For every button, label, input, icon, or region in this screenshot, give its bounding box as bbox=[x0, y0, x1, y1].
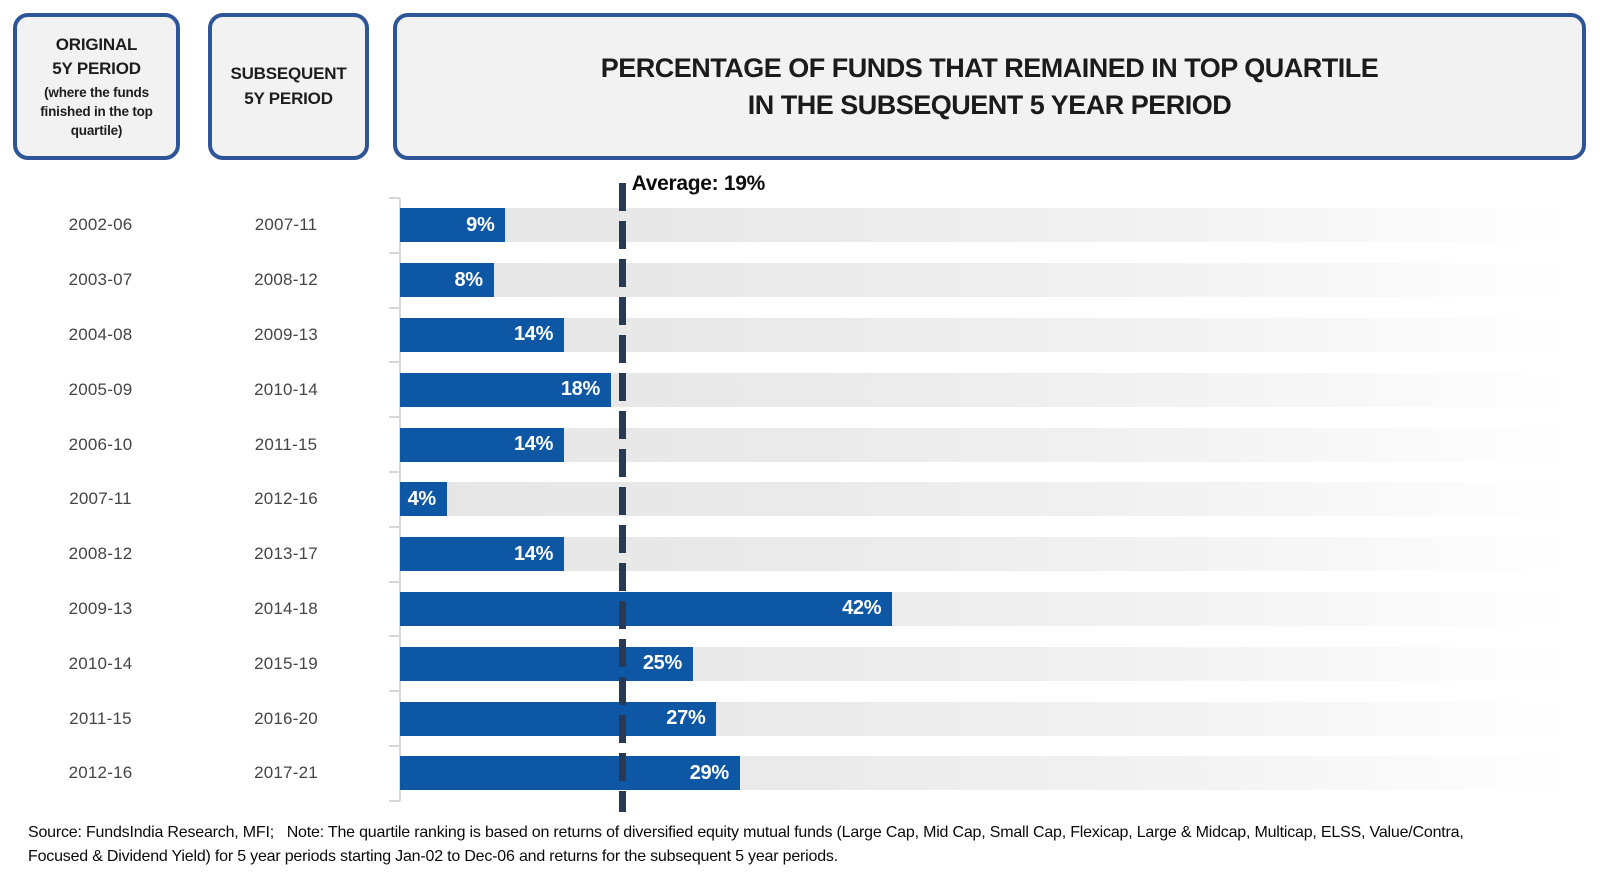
chart-row: 2005-09 2010-14 18% bbox=[0, 362, 1600, 417]
original-period-title-line2: 5Y PERIOD bbox=[52, 59, 141, 79]
bar-track: 29% bbox=[400, 756, 1572, 791]
original-period-label: 2003-07 bbox=[68, 270, 133, 290]
original-period-header-box: ORIGINAL 5Y PERIOD (where the funds fini… bbox=[13, 13, 180, 160]
axis-tick bbox=[389, 306, 400, 309]
axis-tick bbox=[389, 690, 400, 693]
original-period-label: 2010-14 bbox=[68, 653, 133, 673]
axis-tick bbox=[389, 635, 400, 638]
bar-value-label: 8% bbox=[454, 268, 483, 291]
bar: 29% bbox=[400, 756, 740, 791]
axis-tick bbox=[389, 525, 400, 528]
subsequent-period-title: SUBSEQUENT 5Y PERIOD bbox=[230, 62, 346, 111]
bar-value-label: 18% bbox=[560, 378, 600, 401]
bar: 14% bbox=[400, 427, 565, 462]
axis-tick bbox=[389, 361, 400, 364]
bar: 42% bbox=[400, 591, 893, 626]
axis-tick bbox=[389, 471, 400, 473]
chart-rows: 2002-06 2007-11 9% 2003-07 2008-12 8% 2004-08 2… bbox=[0, 198, 1600, 801]
bar-value-label: 9% bbox=[466, 213, 495, 236]
subsequent-period-label: 2015-19 bbox=[254, 653, 318, 673]
original-period-label: 2011-15 bbox=[69, 708, 132, 728]
source-note: Source: FundsIndia Research, MFI; Note: … bbox=[28, 821, 1528, 869]
bar-value-label: 25% bbox=[642, 652, 682, 675]
bar-track: 14% bbox=[400, 537, 1572, 572]
original-period-label: 2012-16 bbox=[68, 763, 133, 783]
original-period-label: 2004-08 bbox=[68, 324, 133, 344]
bar-value-label: 42% bbox=[842, 597, 882, 620]
bar: 25% bbox=[400, 646, 693, 681]
bar: 14% bbox=[400, 537, 565, 572]
bar-track: 4% bbox=[400, 482, 1572, 517]
subsequent-period-title-line2: 5Y PERIOD bbox=[244, 88, 333, 108]
chart-row: 2002-06 2007-11 9% bbox=[0, 198, 1600, 253]
chart-row: 2009-13 2014-18 42% bbox=[0, 582, 1600, 637]
axis-tick bbox=[389, 197, 400, 199]
average-label: Average: 19% bbox=[631, 172, 766, 195]
chart-row: 2011-15 2016-20 27% bbox=[0, 691, 1600, 746]
axis-tick bbox=[389, 416, 400, 419]
axis-tick bbox=[389, 745, 400, 747]
source-note-line1: Source: FundsIndia Research, MFI; Note: … bbox=[28, 824, 1464, 841]
bar-track: 18% bbox=[400, 372, 1572, 407]
chart-row: 2003-07 2008-12 8% bbox=[0, 253, 1600, 308]
original-period-label: 2007-11 bbox=[69, 489, 132, 509]
bar-value-label: 14% bbox=[513, 433, 554, 456]
subsequent-period-label: 2010-14 bbox=[254, 379, 318, 399]
axis-tick bbox=[389, 580, 400, 583]
bar-track: 27% bbox=[400, 701, 1572, 736]
original-period-title: ORIGINAL 5Y PERIOD bbox=[52, 33, 141, 82]
bar-value-label: 14% bbox=[513, 542, 554, 565]
bar-value-label: 29% bbox=[689, 761, 729, 784]
axis-tick bbox=[389, 799, 400, 802]
subsequent-period-label: 2011-15 bbox=[254, 434, 318, 454]
subsequent-period-label: 2007-11 bbox=[254, 215, 318, 235]
subsequent-period-label: 2016-20 bbox=[254, 708, 318, 728]
subsequent-period-label: 2012-16 bbox=[254, 489, 318, 509]
original-period-title-line1: ORIGINAL bbox=[55, 34, 138, 54]
bar-track: 14% bbox=[400, 427, 1572, 462]
original-period-label: 2008-12 bbox=[68, 544, 133, 564]
chart-row: 2012-16 2017-21 29% bbox=[0, 746, 1600, 801]
original-period-label: 2006-10 bbox=[68, 434, 133, 454]
bar-track: 25% bbox=[400, 646, 1572, 681]
chart-row: 2006-10 2011-15 14% bbox=[0, 417, 1600, 472]
bar-value-label: 27% bbox=[666, 707, 706, 730]
subsequent-period-label: 2008-12 bbox=[254, 270, 318, 290]
source-note-line2: Focused & Dividend Yield) for 5 year per… bbox=[28, 848, 838, 865]
subsequent-period-title-line1: SUBSEQUENT bbox=[230, 63, 347, 83]
bar-track: 8% bbox=[400, 263, 1572, 298]
subsequent-period-label: 2009-13 bbox=[254, 324, 318, 344]
average-dashed-line bbox=[619, 183, 627, 812]
subsequent-period-label: 2014-18 bbox=[254, 598, 318, 618]
chart-row: 2004-08 2009-13 14% bbox=[0, 308, 1600, 363]
chart-title: PERCENTAGE OF FUNDS THAT REMAINED IN TOP… bbox=[601, 50, 1379, 123]
bar: 14% bbox=[400, 317, 565, 352]
bar-track: 9% bbox=[400, 208, 1572, 243]
original-period-label: 2002-06 bbox=[68, 215, 133, 235]
subsequent-period-label: 2017-21 bbox=[254, 763, 318, 783]
original-period-label: 2005-09 bbox=[68, 379, 133, 399]
subsequent-period-label: 2013-17 bbox=[254, 544, 318, 564]
bar: 18% bbox=[400, 372, 611, 407]
subsequent-period-header-box: SUBSEQUENT 5Y PERIOD bbox=[208, 13, 369, 160]
original-period-subtitle: (where the funds finished in the top qua… bbox=[40, 84, 153, 138]
axis-tick bbox=[389, 251, 400, 254]
bar-track: 42% bbox=[400, 591, 1572, 626]
chart-row: 2008-12 2013-17 14% bbox=[0, 527, 1600, 582]
chart-row: 2010-14 2015-19 25% bbox=[0, 636, 1600, 691]
bar-track: 14% bbox=[400, 317, 1572, 352]
chart-title-line2: IN THE SUBSEQUENT 5 YEAR PERIOD bbox=[747, 89, 1232, 120]
chart-title-box: PERCENTAGE OF FUNDS THAT REMAINED IN TOP… bbox=[393, 13, 1586, 160]
original-period-label: 2009-13 bbox=[68, 598, 133, 618]
bar-value-label: 4% bbox=[407, 487, 437, 510]
bar-value-label: 14% bbox=[513, 323, 554, 346]
bar: 4% bbox=[400, 482, 447, 517]
bar: 9% bbox=[400, 208, 506, 243]
chart-title-line1: PERCENTAGE OF FUNDS THAT REMAINED IN TOP… bbox=[600, 53, 1379, 84]
bar: 27% bbox=[400, 701, 717, 736]
chart-row: 2007-11 2012-16 4% bbox=[0, 472, 1600, 527]
bar: 8% bbox=[400, 263, 494, 298]
